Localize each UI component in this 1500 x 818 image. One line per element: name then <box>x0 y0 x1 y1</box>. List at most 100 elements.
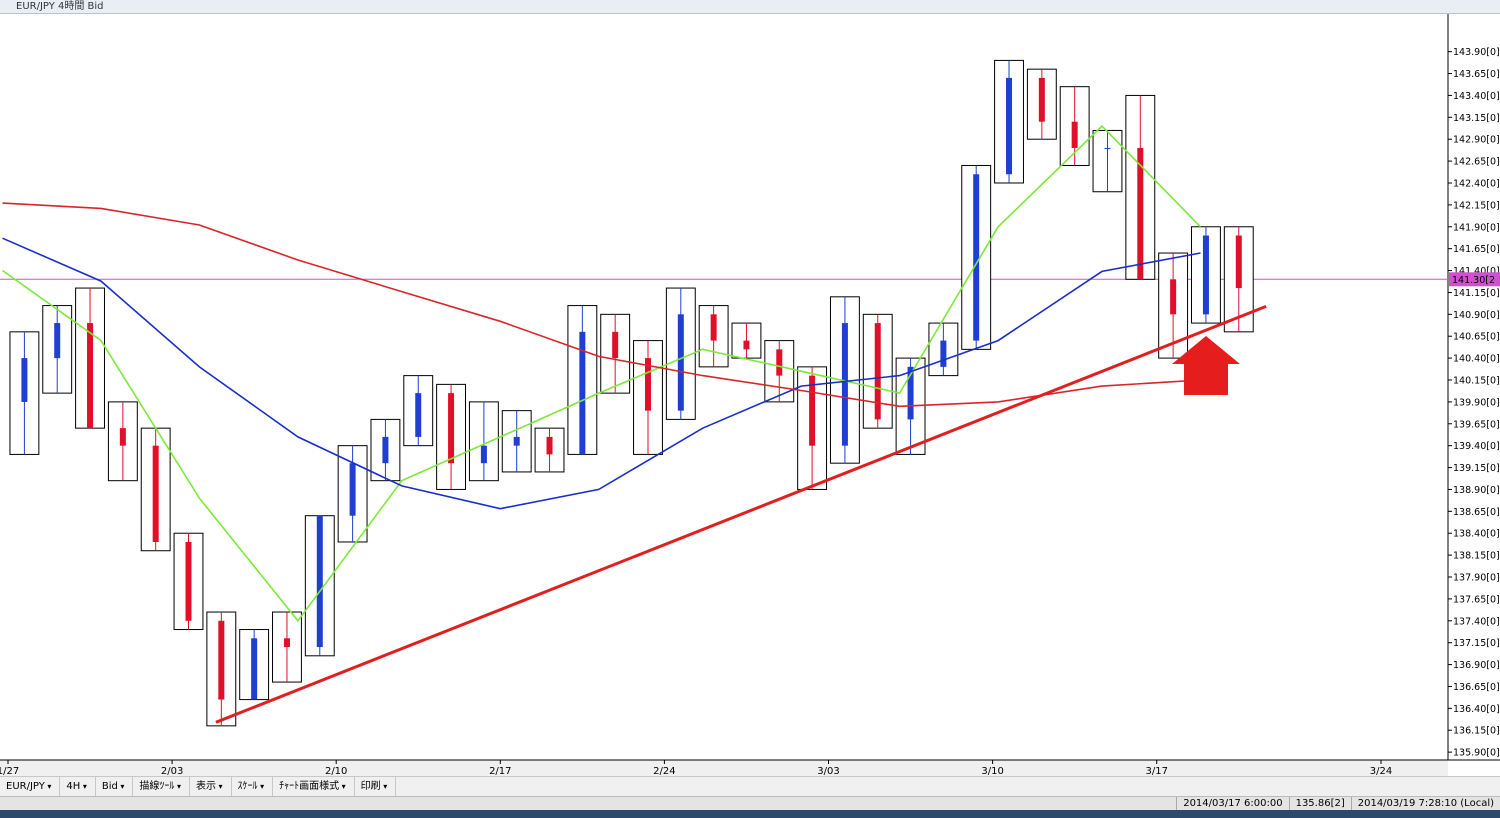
candle-body <box>546 436 553 455</box>
y-tick-label: 140.90[0] <box>1453 310 1500 321</box>
candle-body <box>349 463 356 516</box>
candle-body <box>612 331 619 359</box>
y-tick-label: 136.65[0] <box>1453 682 1500 693</box>
candle-body <box>644 358 651 411</box>
y-tick-label: 139.90[0] <box>1453 397 1500 408</box>
toolbar-button[interactable]: 印刷 <box>355 777 397 797</box>
y-tick-label: 139.15[0] <box>1453 463 1500 474</box>
y-tick-label: 138.40[0] <box>1453 529 1500 540</box>
x-tick-label: 2/03 <box>161 766 183 776</box>
x-tick-label: 2/24 <box>653 766 675 776</box>
candle-body <box>1071 121 1078 148</box>
toolbar-button[interactable]: 表示 <box>190 777 232 797</box>
candle-body <box>87 323 94 429</box>
candle-body <box>480 445 487 464</box>
status-bar: 2014/03/17 6:00:00 135.86[2] 2014/03/19 7:… <box>0 796 1500 811</box>
y-tick-label: 140.15[0] <box>1453 375 1500 386</box>
y-tick-label: 136.40[0] <box>1453 704 1500 715</box>
x-tick-label: 3/10 <box>981 766 1003 776</box>
candle-body <box>152 445 159 542</box>
title-bar: EUR/JPY 4時間 Bid <box>0 0 1500 14</box>
y-tick-label: 137.65[0] <box>1453 594 1500 605</box>
candle-body <box>874 323 881 420</box>
y-tick-label: 142.15[0] <box>1453 200 1500 211</box>
moving-average <box>2 124 1202 623</box>
toolbar-button[interactable]: 描線ﾂｰﾙ <box>133 777 190 797</box>
candle-body <box>1202 235 1209 315</box>
candle-body <box>448 393 455 464</box>
candle-body <box>1038 77 1045 122</box>
candle-body <box>841 323 848 446</box>
price-tag <box>1449 272 1500 287</box>
y-tick-label: 141.15[0] <box>1453 288 1500 299</box>
y-tick-label: 141.65[0] <box>1453 244 1500 255</box>
toolbar-button[interactable]: 4H <box>60 777 96 797</box>
status-field: 2014/03/19 7:28:10 (Local) <box>1350 797 1500 811</box>
y-tick-label: 138.15[0] <box>1453 551 1500 562</box>
candle-body <box>119 428 126 446</box>
toolbar: EUR/JPY4HBid描線ﾂｰﾙ表示ｽｹｰﾙﾁｬｰﾄ画面様式印刷 <box>0 776 1500 797</box>
candle-body <box>677 314 684 411</box>
y-tick-label: 142.40[0] <box>1453 178 1500 189</box>
x-tick-label: 3/17 <box>1145 766 1167 776</box>
candle-body <box>382 436 389 464</box>
toolbar-button[interactable]: ｽｹｰﾙ <box>232 777 274 797</box>
x-tick-label: 3/03 <box>817 766 839 776</box>
y-tick-label: 143.90[0] <box>1453 47 1500 58</box>
taskbar <box>0 810 1500 818</box>
candle-body <box>21 358 28 402</box>
candle-body <box>1137 147 1144 280</box>
candle-body <box>218 620 225 700</box>
y-tick-label: 137.15[0] <box>1453 638 1500 649</box>
y-tick-label: 142.65[0] <box>1453 157 1500 168</box>
arrow <box>1172 336 1240 395</box>
candle-body <box>973 174 980 341</box>
moving-average <box>2 237 1201 510</box>
y-tick-label: 138.90[0] <box>1453 485 1500 496</box>
x-tick-label: 1/27 <box>0 766 19 776</box>
x-tick-label: 3/24 <box>1370 766 1392 776</box>
candle-body <box>940 340 947 367</box>
y-tick-label: 140.65[0] <box>1453 332 1500 343</box>
y-tick-label: 136.90[0] <box>1453 660 1500 671</box>
price-tag-label: 141.30[2 <box>1452 275 1495 286</box>
candle-body <box>1235 235 1242 289</box>
x-tick-label: 2/10 <box>325 766 347 776</box>
candle-body <box>185 541 192 621</box>
toolbar-button[interactable]: EUR/JPY <box>0 777 61 797</box>
candle-body <box>283 638 290 648</box>
y-tick-label: 136.15[0] <box>1453 726 1500 737</box>
candle-body <box>1104 147 1111 149</box>
y-tick-label: 137.40[0] <box>1453 616 1500 627</box>
y-tick-label: 143.15[0] <box>1453 113 1500 124</box>
candle-body <box>710 314 717 341</box>
y-tick-label: 141.90[0] <box>1453 222 1500 233</box>
candle-body <box>776 349 783 376</box>
candle-body <box>809 375 816 446</box>
status-field: 2014/03/17 6:00:00 <box>1176 797 1288 811</box>
candle-body <box>1170 279 1177 315</box>
toolbar-button[interactable]: ﾁｬｰﾄ画面様式 <box>273 777 355 797</box>
y-tick-label: 141.40[0] <box>1453 266 1500 277</box>
y-tick-label: 138.65[0] <box>1453 507 1500 518</box>
candle-body <box>316 515 323 648</box>
moving-average <box>2 202 1201 408</box>
y-tick-label: 135.90[0] <box>1453 748 1500 759</box>
trendline <box>215 305 1267 724</box>
candle-body <box>54 323 61 359</box>
candle-body <box>513 436 520 446</box>
toolbar-button[interactable]: Bid <box>96 777 134 797</box>
chart: 135.90[0] 136.15[0] 136.40[0] 136.65[0] 136.… <box>0 14 1500 776</box>
y-tick-label: 142.90[0] <box>1453 135 1500 146</box>
x-tick-label: 2/17 <box>489 766 511 776</box>
y-tick-label: 140.40[0] <box>1453 354 1500 365</box>
y-tick-label: 143.65[0] <box>1453 69 1500 80</box>
y-tick-label: 139.40[0] <box>1453 441 1500 452</box>
price-axis-background <box>1448 14 1500 776</box>
candle-body <box>743 340 750 350</box>
y-tick-label: 137.90[0] <box>1453 573 1500 584</box>
candle-body <box>1006 77 1013 175</box>
candle-body <box>251 638 258 700</box>
y-tick-label: 143.40[0] <box>1453 91 1500 102</box>
